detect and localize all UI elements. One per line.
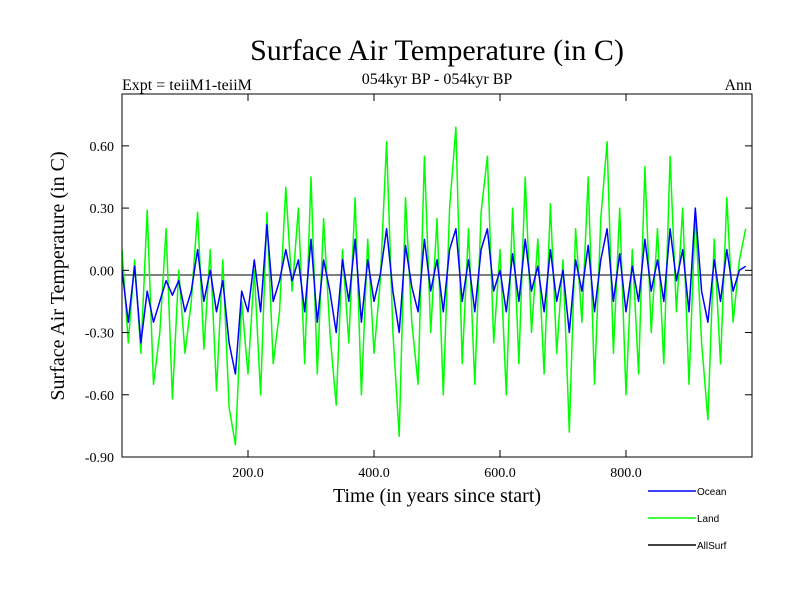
x-axis: 200.0 400.0 600.0 800.0 [232,94,642,481]
y-tick-label: -0.90 [85,451,114,466]
y-tick-label: -0.60 [85,389,114,404]
chart-subtitle: 054kyr BP - 054kyr BP [362,71,513,88]
y-tick-label: 0.00 [90,264,115,279]
x-tick-label: 200.0 [232,466,264,481]
plot-frame [121,93,753,458]
x-tick-label: 600.0 [484,466,516,481]
y-tick-label: -0.30 [85,327,114,342]
legend-label-allsurf: AllSurf [697,541,727,552]
series-line-ocean [122,207,747,375]
legend: Ocean Land AllSurf [648,487,727,552]
expt-label: Expt = teiiM1-teiiM [122,77,252,94]
y-tick-label: 0.60 [90,140,115,155]
x-tick-label: 800.0 [610,466,642,481]
legend-label-ocean: Ocean [697,487,726,498]
series-layer [122,126,747,446]
legend-label-land: Land [697,514,719,525]
chart-title: Surface Air Temperature (in C) [250,34,624,67]
x-tick-label: 400.0 [358,466,390,481]
season-label: Ann [724,77,752,94]
y-tick-label: 0.30 [90,202,115,217]
x-axis-label: Time (in years since start) [333,485,541,507]
y-axis: -0.90 -0.60 -0.30 0.00 0.30 0.60 [85,140,752,466]
y-axis-label: Surface Air Temperature (in C) [47,151,69,400]
